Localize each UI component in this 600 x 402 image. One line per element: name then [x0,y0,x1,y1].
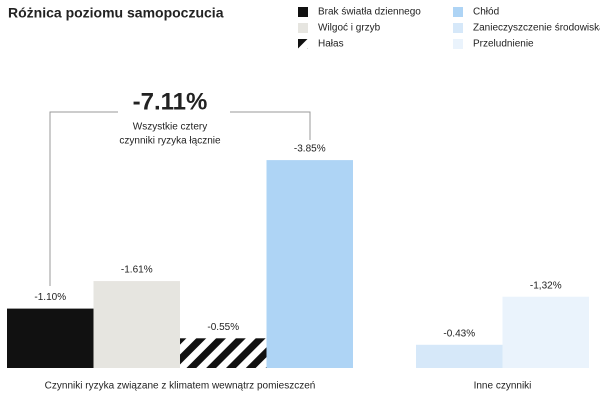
value-label: -3.85% [294,144,326,155]
value-label: -1,32% [530,280,562,291]
legend-swatch [298,23,308,33]
bar [266,160,353,368]
legend-label: Brak światła dziennego [318,7,421,18]
bar [7,308,94,368]
value-label: -1.61% [121,265,153,276]
group-label: Czynniki ryzyka związane z klimatem wewn… [45,381,316,392]
legend-label: Wilgoć i grzyb [318,23,381,34]
bar [93,281,180,368]
bar [416,344,503,368]
legend-label: Hałas [318,39,344,50]
group-label: Inne czynniki [474,381,532,392]
legend-swatch [453,39,463,49]
legend-swatch [453,23,463,33]
value-label: -1.10% [34,292,66,303]
annotation-total: -7.11% [133,88,208,115]
legend-swatch [453,7,463,17]
legend-swatch [298,39,308,49]
chart-title: Różnica poziomu samopoczucia [8,5,224,21]
bar [180,338,267,368]
value-label: -0.55% [207,322,239,333]
legend-swatch [298,7,308,17]
annotation-text: czynniki ryzyka łącznie [119,136,221,147]
legend-label: Przeludnienie [473,39,534,50]
annotation-bracket [49,111,311,286]
legend-label: Chłód [473,7,499,18]
bar [502,296,589,368]
annotation-text: Wszystkie cztery [133,122,207,133]
value-label: -0.43% [443,328,475,339]
legend-label: Zanieczyszczenie środowiska [473,23,600,34]
